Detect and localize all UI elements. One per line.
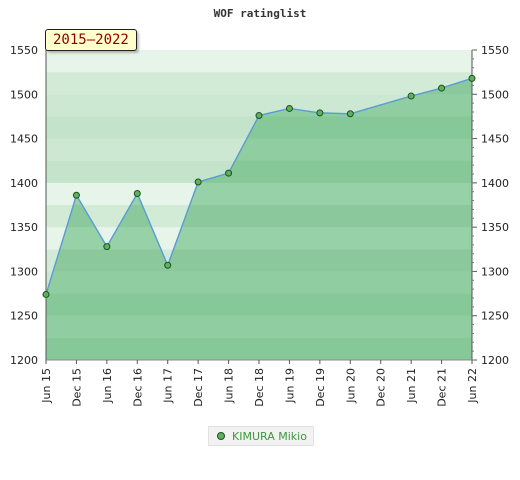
- data-point: [225, 169, 233, 177]
- data-point: [346, 110, 354, 118]
- chart-title: WOF ratinglist: [214, 7, 307, 20]
- area-stripe: [46, 249, 472, 272]
- x-tick-label: Dec 15: [70, 368, 83, 407]
- area-stripe: [46, 337, 472, 360]
- data-point: [316, 109, 324, 117]
- x-tick-label: Jun 22: [466, 368, 479, 404]
- y-tick-label-left: 1200: [10, 354, 38, 367]
- legend-marker-icon: [217, 432, 225, 440]
- y-tick-label-right: 1400: [481, 177, 509, 190]
- y-tick-label-right: 1300: [481, 265, 509, 278]
- y-ticks-left: 1200 1250 1300 1350 1400 1450 1500 1550: [10, 44, 38, 367]
- y-tick-label-left: 1250: [10, 310, 38, 323]
- y-tick-label-right: 1550: [481, 44, 509, 57]
- x-tick-label: Jun 21: [405, 368, 418, 404]
- data-point: [103, 243, 111, 251]
- x-tick-label: Jun 18: [223, 368, 236, 404]
- data-point: [285, 104, 293, 112]
- x-tick-label: Dec 19: [314, 368, 327, 407]
- data-point: [194, 178, 202, 186]
- x-tick-label: Dec 18: [253, 368, 266, 407]
- rating-line: [45, 77, 473, 295]
- period-label: 2015–2022: [45, 29, 137, 51]
- x-tick-label: Dec 17: [192, 368, 205, 407]
- x-tick-label: Dec 21: [436, 368, 449, 407]
- data-point: [42, 290, 50, 298]
- y-tick-label-left: 1400: [10, 177, 38, 190]
- y-tick-label-right: 1350: [481, 221, 509, 234]
- data-point: [255, 112, 263, 120]
- x-tick-label: Jun 17: [162, 368, 175, 404]
- x-tick-label: Jun 20: [344, 368, 357, 404]
- y-tick-label-left: 1550: [10, 44, 38, 57]
- x-tick-label: Jun 16: [101, 368, 114, 404]
- data-point: [468, 74, 476, 82]
- y-tick-label-right: 1250: [481, 310, 509, 323]
- data-markers: [42, 74, 476, 298]
- x-tick-label: Dec 20: [375, 368, 388, 407]
- data-point: [72, 191, 80, 199]
- y-ticks-right: 1200 1250 1300 1350 1400 1450 1500 1550: [472, 44, 509, 367]
- x-ticks: Jun 15 Dec 15 Jun 16 Dec 16 Jun 17 Dec 17 Jun …: [40, 360, 479, 407]
- y-tick-label-left: 1450: [10, 133, 38, 146]
- data-point: [133, 189, 141, 197]
- y-tick-label-right: 1200: [481, 354, 509, 367]
- data-point: [438, 84, 446, 92]
- area-stripe: [46, 293, 472, 316]
- y-tick-label-right: 1500: [481, 88, 509, 101]
- rating-area: [46, 78, 472, 360]
- y-tick-label-left: 1500: [10, 88, 38, 101]
- legend: KIMURA Mikio: [208, 426, 314, 446]
- y-tick-label-left: 1300: [10, 265, 38, 278]
- x-tick-label: Jun 15: [40, 368, 53, 404]
- data-point: [407, 92, 415, 100]
- y-tick-label-left: 1350: [10, 221, 38, 234]
- legend-series-name: KIMURA Mikio: [232, 429, 307, 443]
- x-tick-label: Jun 19: [283, 368, 296, 404]
- x-tick-label: Dec 16: [131, 368, 144, 407]
- data-point: [164, 261, 172, 269]
- y-tick-label-right: 1450: [481, 133, 509, 146]
- background-band: [46, 72, 472, 95]
- background-band: [46, 50, 472, 73]
